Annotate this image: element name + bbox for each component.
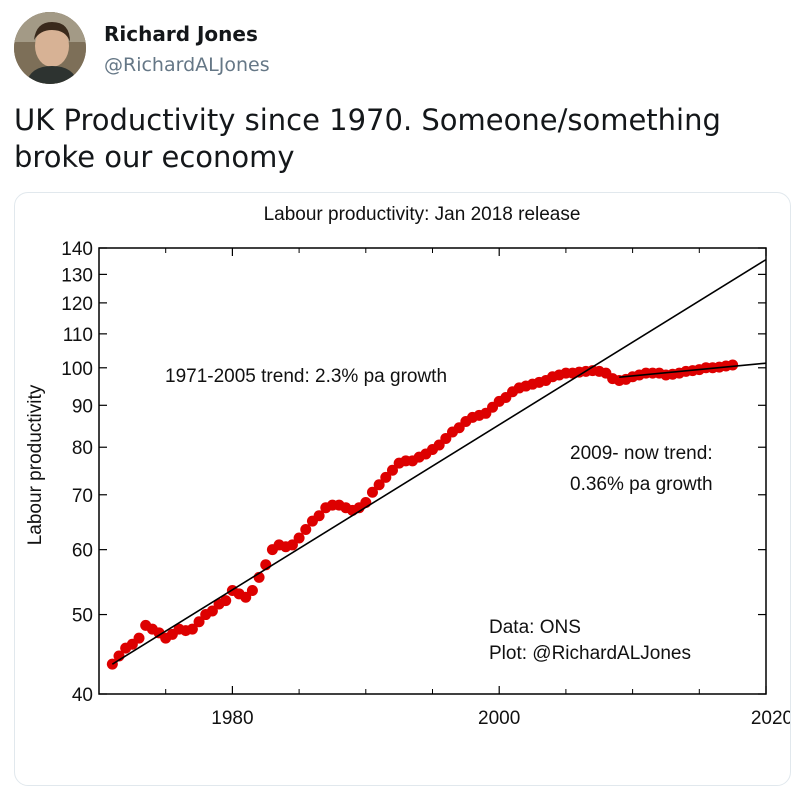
data-point: [206, 605, 218, 617]
tweet-media-card[interactable]: Labour productivity: Jan 2018 release La…: [14, 192, 791, 786]
y-tick-label: 60: [72, 541, 93, 562]
data-point: [286, 539, 298, 551]
data-point: [240, 591, 252, 603]
y-tick-label: 80: [72, 438, 93, 459]
data-point: [133, 632, 145, 644]
y-tick-label: 100: [61, 359, 93, 380]
y-tick-label: 90: [72, 396, 93, 417]
data-point: [313, 510, 325, 522]
x-tick-label: 1980: [211, 708, 253, 729]
chart-title: Labour productivity: Jan 2018 release: [264, 204, 581, 225]
data-point: [300, 523, 312, 535]
data-source-annotation: Data: ONS: [489, 617, 581, 638]
trend2-annotation-line2: 0.36% pa growth: [570, 474, 713, 495]
display-name[interactable]: Richard Jones: [104, 22, 258, 46]
plot-credit-annotation: Plot: @RichardALJones: [489, 643, 691, 664]
y-tick-label: 110: [63, 325, 93, 346]
avatar[interactable]: [14, 12, 86, 84]
y-tick-label: 130: [61, 265, 93, 286]
data-point: [373, 479, 385, 491]
trend2-annotation-line1: 2009- now trend:: [570, 443, 713, 464]
trend-line: [619, 362, 767, 378]
x-tick-label: 2000: [478, 708, 520, 729]
user-handle[interactable]: @RichardALJones: [104, 54, 270, 76]
tweet-header: Richard Jones @RichardALJones: [14, 12, 789, 84]
y-tick-label: 40: [72, 685, 93, 706]
data-point: [366, 486, 378, 498]
y-tick-label: 70: [72, 486, 93, 507]
y-tick-label: 120: [61, 294, 93, 315]
trend-lines: [111, 258, 767, 665]
data-point: [360, 496, 372, 508]
tweet-text: UK Productivity since 1970. Someone/some…: [14, 103, 721, 174]
data-point: [246, 584, 258, 596]
data-point: [293, 532, 305, 544]
y-tick-label: 50: [72, 606, 93, 627]
data-points: [106, 359, 739, 670]
data-point: [186, 623, 198, 635]
y-tick-label: 140: [61, 239, 93, 260]
data-point: [386, 464, 398, 476]
productivity-chart: Labour productivity: Jan 2018 release La…: [25, 204, 790, 729]
user-avatar-photo-icon: [14, 12, 86, 84]
data-point: [220, 595, 232, 607]
y-axis-label: Labour productivity: [25, 384, 46, 545]
trend1-annotation: 1971-2005 trend: 2.3% pa growth: [165, 366, 447, 387]
trend-line: [111, 258, 767, 665]
axis-ticks: 40 50 60 70 80 90 100 110 120 130 140 1980 2000 2020: [61, 239, 790, 729]
x-tick-label: 2020: [751, 708, 790, 729]
data-point: [380, 471, 392, 483]
data-point: [193, 616, 205, 628]
data-point: [727, 359, 739, 371]
